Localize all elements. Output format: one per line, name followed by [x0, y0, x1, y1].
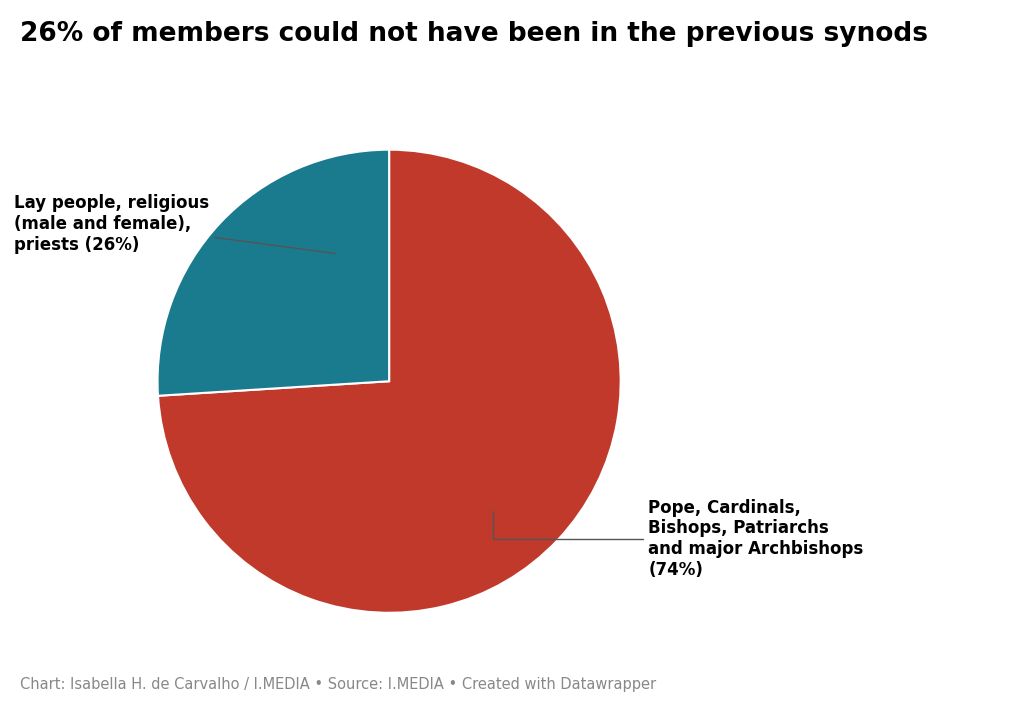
Text: Chart: Isabella H. de Carvalho / I.MEDIA • Source: I.MEDIA • Created with Datawr: Chart: Isabella H. de Carvalho / I.MEDIA… [20, 677, 656, 692]
Text: 26% of members could not have been in the previous synods: 26% of members could not have been in th… [20, 21, 929, 47]
Text: Pope, Cardinals,
Bishops, Patriarchs
and major Archbishops
(74%): Pope, Cardinals, Bishops, Patriarchs and… [494, 498, 863, 579]
Wedge shape [158, 150, 621, 613]
Wedge shape [158, 150, 389, 396]
Text: Lay people, religious
(male and female),
priests (26%): Lay people, religious (male and female),… [14, 194, 336, 253]
